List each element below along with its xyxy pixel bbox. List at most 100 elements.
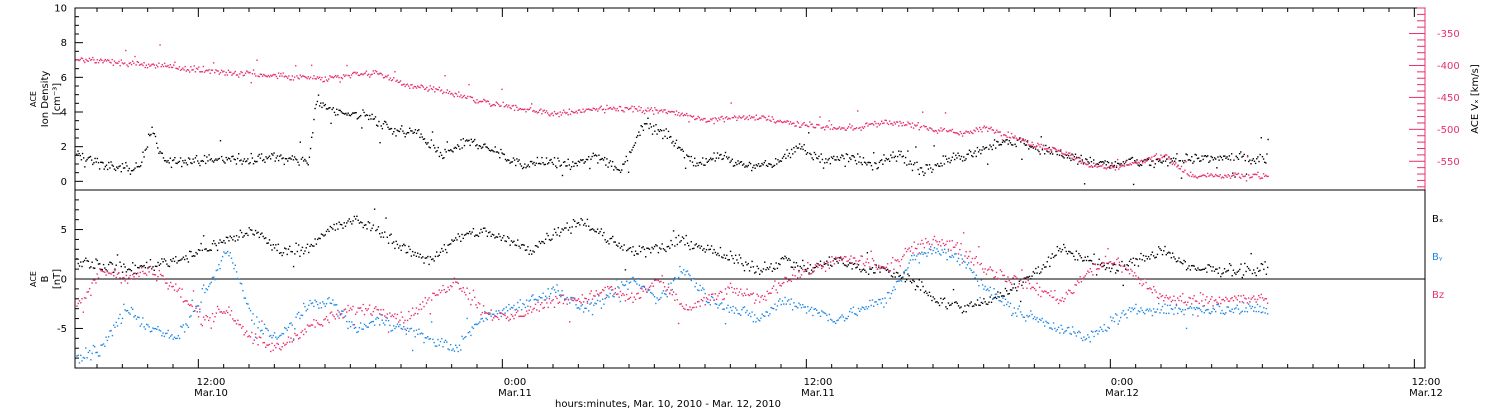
density-point xyxy=(1175,158,1177,160)
velocity-point xyxy=(1205,176,1208,178)
b-point xyxy=(1131,261,1133,264)
velocity-point xyxy=(648,110,650,112)
density-point xyxy=(292,159,295,161)
density-point xyxy=(1132,183,1135,186)
density-point xyxy=(553,157,556,159)
b-point xyxy=(694,302,696,305)
b-point xyxy=(1082,277,1084,280)
velocity-point xyxy=(468,83,470,86)
velocity-point xyxy=(1167,158,1169,160)
b-point xyxy=(96,273,98,275)
velocity-point xyxy=(448,90,451,93)
b-point xyxy=(399,245,401,247)
b-point xyxy=(172,338,174,340)
b-point xyxy=(137,266,139,269)
density-point xyxy=(784,153,786,156)
b-point xyxy=(1108,267,1110,269)
b-point xyxy=(717,252,719,255)
b-point xyxy=(523,315,525,318)
b-point xyxy=(1220,312,1222,314)
b-point xyxy=(292,339,295,341)
density-point xyxy=(352,112,354,114)
b-point xyxy=(216,269,219,271)
velocity-point xyxy=(963,132,965,135)
b-point xyxy=(513,317,515,320)
b-point xyxy=(647,288,649,290)
b-point xyxy=(992,298,994,300)
b-point xyxy=(1231,275,1233,277)
velocity-point xyxy=(176,67,178,70)
b-point xyxy=(1002,274,1004,277)
velocity-point xyxy=(1012,136,1014,138)
b-point xyxy=(115,321,117,324)
b-point xyxy=(292,338,295,340)
velocity-point xyxy=(617,110,620,112)
b-point xyxy=(1242,294,1245,297)
velocity-point xyxy=(859,126,861,129)
b-point xyxy=(294,253,296,255)
b-point xyxy=(866,308,869,310)
b-point xyxy=(142,270,144,273)
density-point xyxy=(444,148,446,151)
density-point xyxy=(387,126,389,129)
b-point xyxy=(230,310,233,312)
b-point xyxy=(318,237,320,239)
density-point xyxy=(1044,153,1046,155)
b-point xyxy=(296,334,299,336)
b-point xyxy=(384,315,386,317)
velocity-point xyxy=(550,113,552,115)
b-point xyxy=(377,317,380,320)
b-point xyxy=(690,279,692,282)
b-point xyxy=(911,281,913,284)
b-point xyxy=(428,263,430,266)
b-point xyxy=(803,264,805,267)
velocity-point xyxy=(246,70,248,72)
velocity-point xyxy=(837,127,840,129)
b-point xyxy=(90,294,92,297)
b-point xyxy=(854,313,856,315)
velocity-point xyxy=(1122,164,1125,167)
velocity-point xyxy=(414,86,417,88)
b-point xyxy=(1111,267,1113,270)
b-point xyxy=(633,280,635,282)
density-point xyxy=(862,157,865,159)
b-point xyxy=(480,318,482,320)
velocity-point xyxy=(843,127,845,129)
velocity-point xyxy=(272,74,274,76)
b-point xyxy=(495,236,497,238)
velocity-point xyxy=(997,131,999,133)
velocity-point xyxy=(253,73,256,75)
density-point xyxy=(723,154,726,157)
density-point xyxy=(472,140,475,142)
velocity-point xyxy=(462,95,464,98)
velocity-point xyxy=(876,126,878,128)
density-point xyxy=(1238,152,1241,155)
b-point xyxy=(1166,252,1169,254)
density-point xyxy=(578,161,581,163)
b-point xyxy=(657,251,660,254)
density-point xyxy=(837,158,840,161)
b-point xyxy=(335,304,338,306)
velocity-point xyxy=(184,65,186,68)
b-point xyxy=(767,315,770,317)
velocity-point xyxy=(154,67,157,69)
b-point xyxy=(927,240,929,243)
b-point xyxy=(1192,297,1194,300)
b-point xyxy=(1213,308,1216,311)
velocity-point xyxy=(682,114,685,117)
b-point xyxy=(295,242,297,244)
velocity-point xyxy=(781,121,784,124)
b-point xyxy=(714,293,717,295)
b-point xyxy=(156,328,158,330)
b-point xyxy=(395,326,397,328)
density-point xyxy=(190,162,192,164)
density-point xyxy=(747,164,749,167)
b-point xyxy=(802,268,804,271)
b-point xyxy=(781,300,784,302)
velocity-point xyxy=(111,58,113,61)
b-point xyxy=(639,250,642,253)
b-point xyxy=(738,291,741,293)
density-point xyxy=(192,158,194,160)
b-point xyxy=(775,289,777,291)
density-point xyxy=(1162,160,1164,162)
